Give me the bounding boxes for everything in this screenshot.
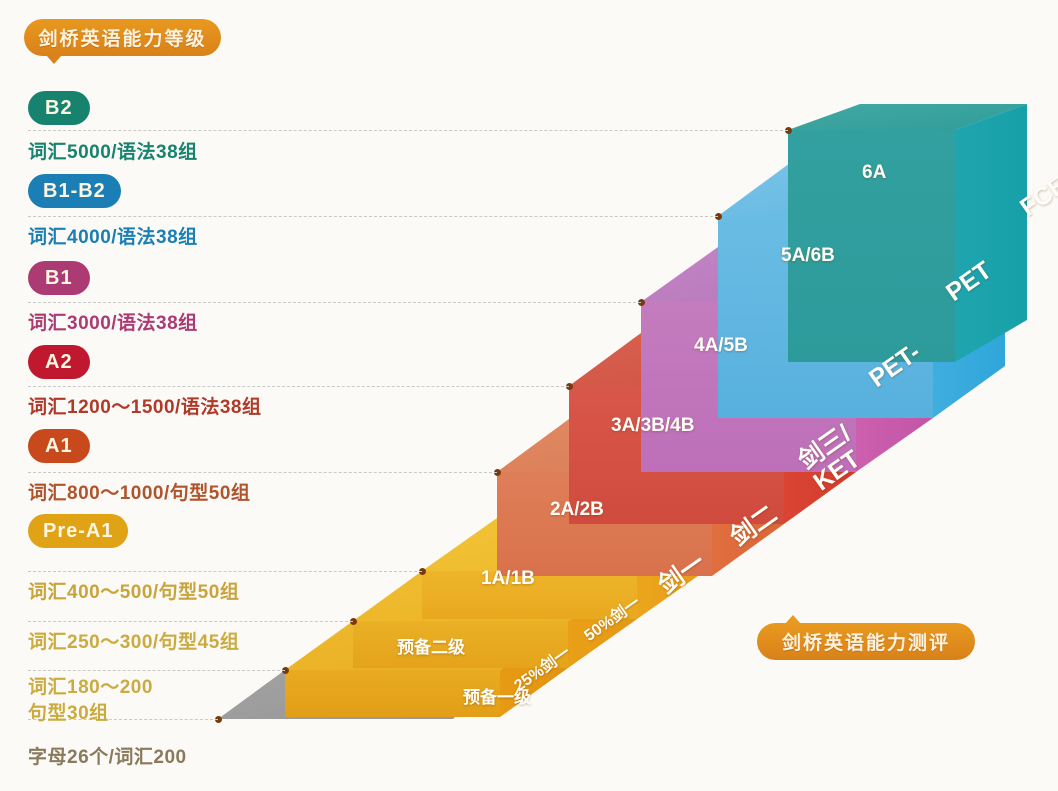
guide-dot-7 bbox=[715, 213, 722, 220]
level-badge-a1[interactable]: A1 bbox=[28, 429, 90, 463]
leader-line-4 bbox=[28, 472, 497, 473]
leader-line-8 bbox=[28, 130, 788, 131]
title-text: 剑桥英语能力等级 bbox=[38, 29, 207, 50]
leader-line-0 bbox=[28, 719, 218, 720]
level-detail-extra-3: 字母26个/词汇200 bbox=[28, 747, 187, 768]
level-detail-a2: 词汇1200～1500/语法38组 bbox=[28, 397, 262, 418]
footer-badge: 剑桥英语能力测评 bbox=[757, 615, 975, 660]
level-badge-b1-label: B1 bbox=[45, 266, 73, 289]
guide-dot-3 bbox=[419, 568, 426, 575]
step-8-fce bbox=[788, 104, 1027, 362]
level-detail-extra-2: 词汇180～200 句型30组 bbox=[28, 677, 153, 724]
leader-line-1 bbox=[28, 670, 285, 671]
guide-dot-2 bbox=[350, 618, 357, 625]
guide-dot-6 bbox=[638, 299, 645, 306]
level-badge-b2-label: B2 bbox=[45, 96, 73, 119]
level-badge-a1-label: A1 bbox=[45, 434, 73, 457]
leader-line-3 bbox=[28, 571, 422, 572]
leader-line-6 bbox=[28, 302, 641, 303]
level-badge-pre-a1-label: Pre-A1 bbox=[43, 519, 114, 542]
level-badge-b1-b2[interactable]: B1-B2 bbox=[28, 174, 121, 208]
level-badge-pre-a1[interactable]: Pre-A1 bbox=[28, 514, 129, 548]
guide-dot-0 bbox=[215, 716, 222, 723]
leader-line-7 bbox=[28, 216, 718, 217]
leader-line-5 bbox=[28, 386, 569, 387]
level-badge-a2-label: A2 bbox=[45, 350, 73, 373]
guide-dot-1 bbox=[282, 667, 289, 674]
guide-dot-5 bbox=[566, 383, 573, 390]
title-badge: 剑桥英语能力等级 bbox=[24, 19, 221, 64]
footer-text: 剑桥英语能力测评 bbox=[781, 633, 950, 654]
level-badge-b1-b2-label: B1-B2 bbox=[43, 179, 106, 202]
level-detail-b1: 词汇3000/语法38组 bbox=[28, 313, 198, 334]
level-detail-b1-b2: 词汇4000/语法38组 bbox=[28, 227, 198, 248]
level-detail-b2: 词汇5000/语法38组 bbox=[28, 142, 198, 163]
guide-dot-8 bbox=[785, 127, 792, 134]
level-detail-extra-1: 词汇250～300/句型45组 bbox=[28, 632, 240, 653]
level-detail-a1: 词汇800～1000/句型50组 bbox=[28, 483, 251, 504]
level-badge-b2[interactable]: B2 bbox=[28, 91, 90, 125]
guide-dot-4 bbox=[494, 469, 501, 476]
level-detail-pre-a1: 词汇400～500/句型50组 bbox=[28, 582, 240, 603]
level-badge-a2[interactable]: A2 bbox=[28, 345, 90, 379]
leader-line-2 bbox=[28, 621, 353, 622]
level-badge-b1[interactable]: B1 bbox=[28, 261, 90, 295]
